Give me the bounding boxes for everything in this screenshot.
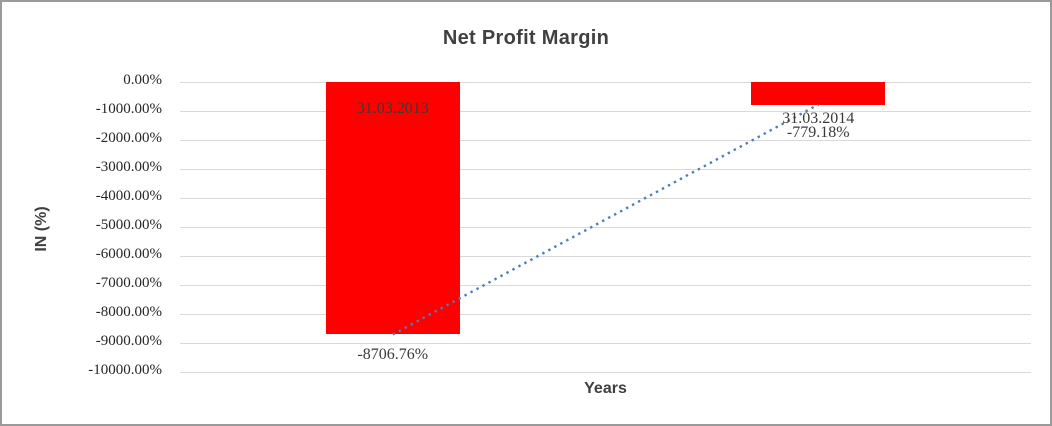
bar-category-label: 31.03.2013 xyxy=(356,100,429,117)
bar-value-label: -8706.76% xyxy=(357,346,429,364)
gridline xyxy=(180,342,1031,344)
x-axis-title: Years xyxy=(584,380,627,397)
gridline xyxy=(180,226,1031,228)
y-tick-label: -1000.00% xyxy=(95,101,162,117)
gridline xyxy=(180,255,1031,257)
y-tick-label: -4000.00% xyxy=(95,188,162,204)
chart-title: Net Profit Margin xyxy=(442,27,610,49)
y-tick-label: 0.00% xyxy=(123,72,162,88)
y-tick-label: -10000.00% xyxy=(88,362,162,378)
y-tick-label: -6000.00% xyxy=(95,246,162,262)
y-tick-label: -2000.00% xyxy=(95,130,162,146)
gridline xyxy=(180,81,1031,83)
y-tick-label: -8000.00% xyxy=(95,304,162,320)
gridline xyxy=(180,197,1031,199)
bar-value-label: -779.18% xyxy=(786,123,850,141)
gridline xyxy=(180,371,1031,373)
y-tick-label: -5000.00% xyxy=(95,217,162,233)
y-tick-label: -3000.00% xyxy=(95,159,162,175)
gridline xyxy=(180,284,1031,286)
y-tick-label: -9000.00% xyxy=(95,333,162,349)
gridline xyxy=(180,313,1031,315)
gridline xyxy=(180,168,1031,170)
y-tick-label: -7000.00% xyxy=(95,275,162,291)
bar-31.03.2013[interactable] xyxy=(325,82,460,335)
bar-category-label: 31.03.2014 xyxy=(782,109,855,127)
bar-31.03.2014[interactable] xyxy=(751,82,886,105)
